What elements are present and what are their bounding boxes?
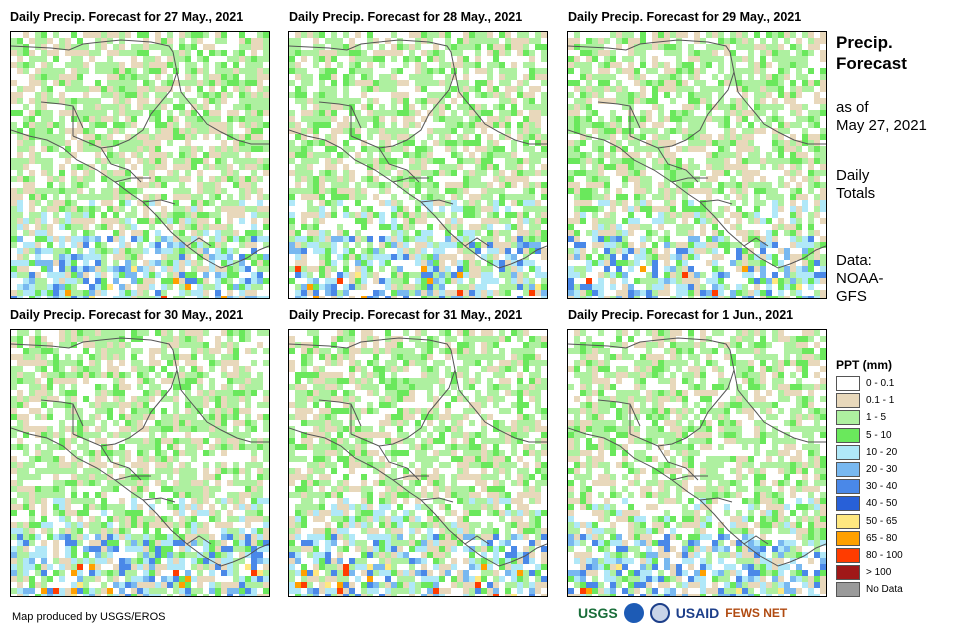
data-line3: GFS [836, 288, 867, 305]
seal-logo-icon [649, 603, 670, 623]
logo-strip: USGS USAID FEWS NET [578, 603, 787, 623]
legend-item: 20 - 30 [836, 461, 903, 478]
legend-item: 10 - 20 [836, 444, 903, 461]
legend-label: 10 - 20 [866, 446, 898, 458]
noaa-logo-icon [623, 603, 644, 623]
as-of-line2: May 27, 2021 [836, 117, 927, 134]
daily-line1: Daily [836, 167, 870, 184]
legend-swatch [836, 427, 860, 443]
legend-label: 1 - 5 [866, 412, 887, 424]
legend-label: > 100 [866, 567, 892, 579]
daily-line2: Totals [836, 185, 876, 202]
legend-label: 0.1 - 1 [866, 395, 895, 407]
legend-swatch [836, 376, 860, 392]
legend-item: 80 - 100 [836, 547, 903, 564]
map-svg [289, 32, 547, 298]
map-svg [11, 330, 269, 596]
forecast-map-3 [567, 31, 827, 299]
fewsnet-logo: FEWS NET [725, 606, 788, 620]
panel-title-2: Daily Precip. Forecast for 28 May., 2021 [289, 10, 523, 24]
legend-label: No Data [866, 584, 903, 596]
side-title: Precip. Forecast [836, 32, 907, 74]
panel-title-3: Daily Precip. Forecast for 29 May., 2021 [568, 10, 802, 24]
legend-label: 0 - 0.1 [866, 378, 895, 390]
legend-label: 65 - 80 [866, 532, 898, 544]
legend-title: PPT (mm) [836, 358, 893, 372]
panel-title-1: Daily Precip. Forecast for 27 May., 2021 [10, 10, 244, 24]
forecast-map-4 [10, 329, 270, 597]
legend-label: 50 - 65 [866, 515, 898, 527]
legend-swatch [836, 462, 860, 478]
usgs-logo: USGS [578, 605, 618, 621]
map-svg [568, 330, 826, 596]
legend-label: 30 - 40 [866, 481, 898, 493]
legend-swatch [836, 513, 860, 529]
legend-item: 5 - 10 [836, 427, 903, 444]
legend-swatch [836, 410, 860, 426]
data-line2: NOAA- [836, 270, 884, 287]
as-of-text: as of May 27, 2021 [836, 99, 927, 135]
legend-item: No Data [836, 581, 903, 598]
legend-label: 20 - 30 [866, 464, 898, 476]
forecast-map-5 [288, 329, 548, 597]
legend-swatch [836, 496, 860, 512]
legend-item: 30 - 40 [836, 478, 903, 495]
data-source-text: Data: NOAA- GFS [836, 252, 884, 306]
legend-item: 0.1 - 1 [836, 392, 903, 409]
legend-item: > 100 [836, 564, 903, 581]
map-svg [289, 330, 547, 596]
forecast-map-6 [567, 329, 827, 597]
legend-item: 0 - 0.1 [836, 375, 903, 392]
legend: 0 - 0.1 0.1 - 1 1 - 5 5 - 10 10 - 20 20 - 30 3… [836, 375, 903, 598]
legend-swatch [836, 582, 860, 598]
legend-label: 40 - 50 [866, 498, 898, 510]
legend-swatch [836, 479, 860, 495]
legend-label: 80 - 100 [866, 549, 903, 561]
legend-swatch [836, 530, 860, 546]
data-line1: Data: [836, 252, 872, 269]
daily-totals-text: Daily Totals [836, 167, 875, 203]
panel-title-6: Daily Precip. Forecast for 1 Jun., 2021 [568, 308, 794, 322]
panel-title-5: Daily Precip. Forecast for 31 May., 2021 [289, 308, 523, 322]
legend-swatch [836, 565, 860, 581]
legend-label: 5 - 10 [866, 429, 892, 441]
legend-swatch [836, 444, 860, 460]
as-of-line1: as of [836, 99, 869, 116]
panel-title-4: Daily Precip. Forecast for 30 May., 2021 [10, 308, 244, 322]
legend-swatch [836, 547, 860, 563]
legend-item: 40 - 50 [836, 495, 903, 512]
map-svg [11, 32, 269, 298]
map-svg [568, 32, 826, 298]
side-title-line1: Precip. [836, 33, 893, 52]
forecast-map-2 [288, 31, 548, 299]
side-title-line2: Forecast [836, 54, 907, 73]
usaid-logo: USAID [675, 605, 720, 621]
legend-item: 50 - 65 [836, 513, 903, 530]
legend-swatch [836, 393, 860, 409]
footer-credit: Map produced by USGS/EROS [12, 611, 166, 623]
forecast-map-1 [10, 31, 270, 299]
legend-item: 65 - 80 [836, 530, 903, 547]
legend-item: 1 - 5 [836, 409, 903, 426]
